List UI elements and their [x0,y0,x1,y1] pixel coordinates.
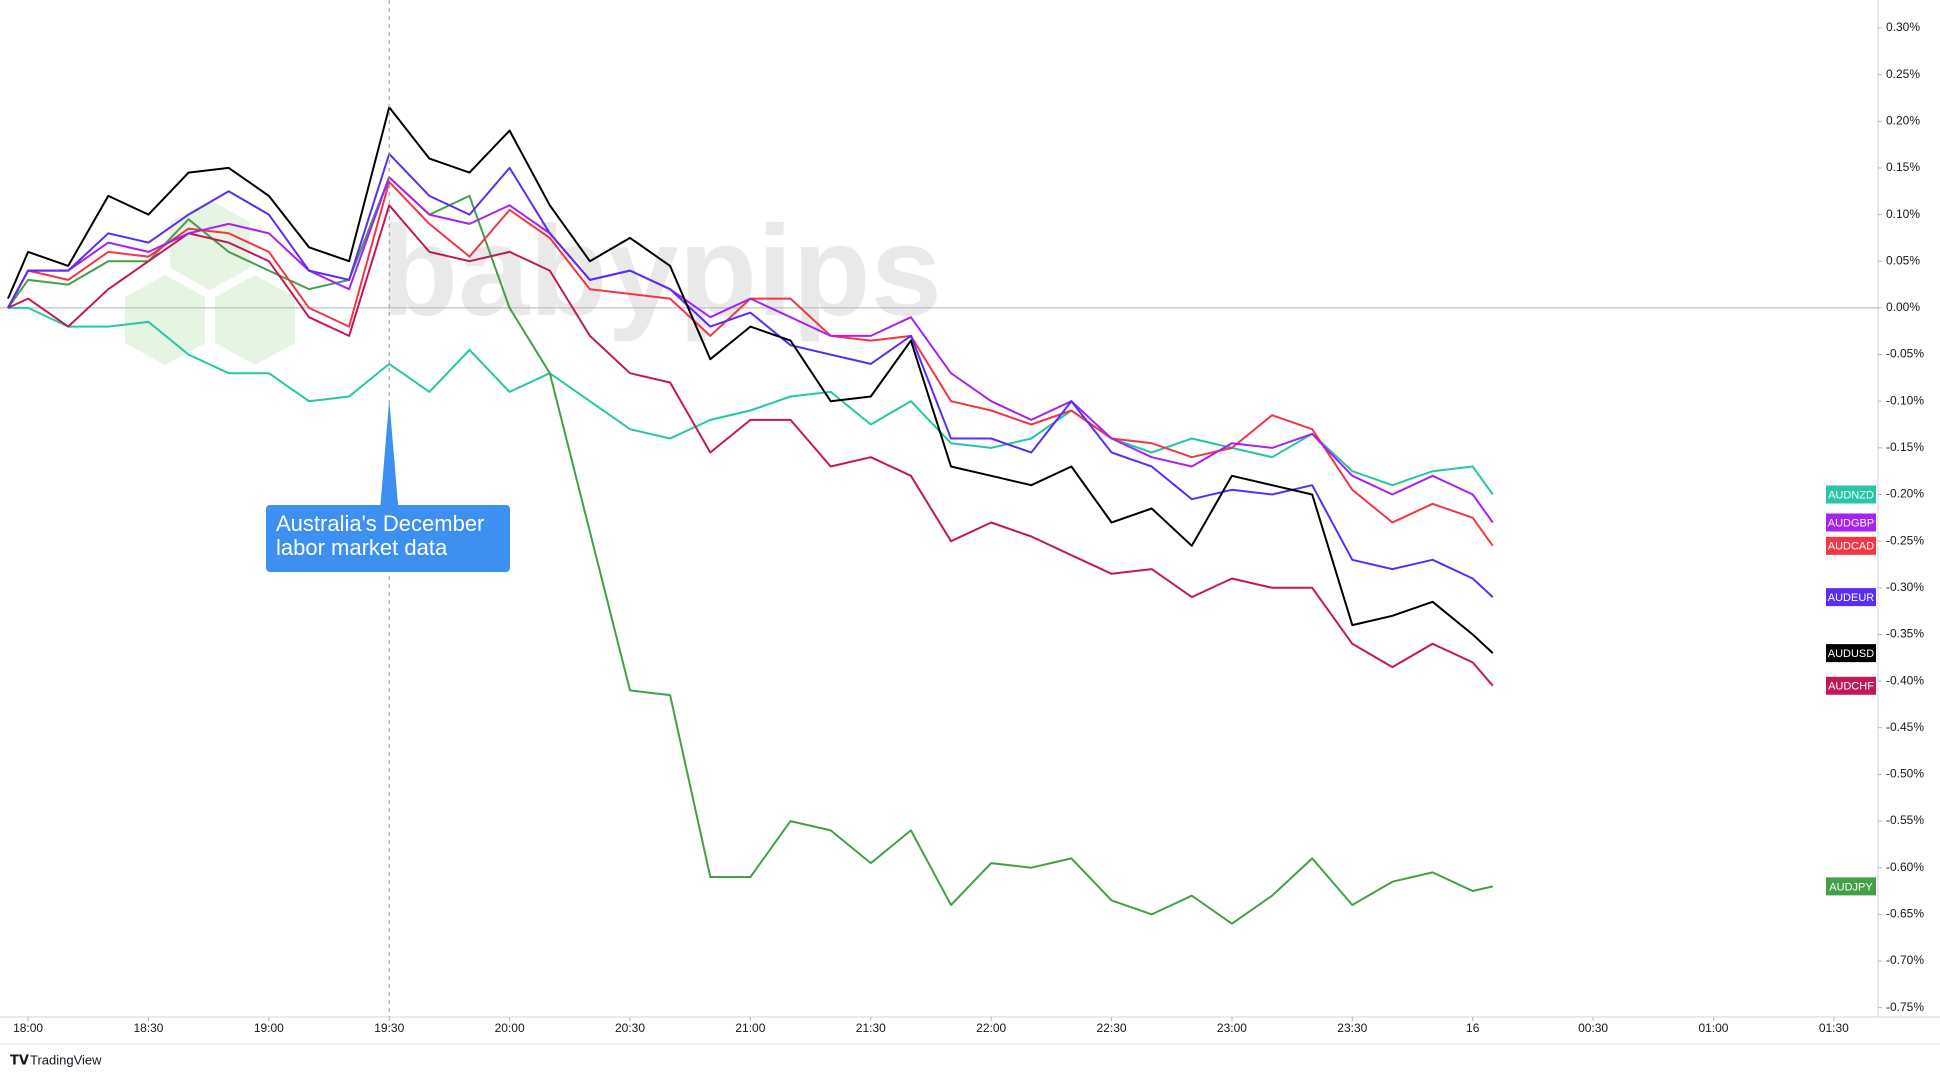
x-tick-label: 19:30 [374,1021,404,1035]
series-line [7,152,1494,598]
x-tick-label: 23:30 [1337,1021,1367,1035]
y-tick-label: -0.20% [1886,487,1924,501]
x-tick-label: 20:00 [495,1021,525,1035]
series-line [7,176,1494,925]
axes: 0.30% 0.25% 0.20% 0.15% 0.10% 0.05% 0.00% -0.05… [0,0,1940,1045]
y-tick-label: 0.30% [1886,20,1920,34]
y-tick-label: 0.25% [1886,67,1920,81]
x-tick-label: 18:00 [13,1021,43,1035]
x-tick-label: 23:00 [1217,1021,1247,1035]
x-tick-label: 19:00 [254,1021,284,1035]
y-tick-label: -0.05% [1886,347,1924,361]
watermark-logo [125,200,295,365]
callout-pointer [380,400,399,507]
x-tick-label: 18:30 [133,1021,163,1035]
x-tick-label: 22:00 [976,1021,1006,1035]
legend-tag [1826,676,1876,695]
legend: AUDNZD AUDJPY AUDCHF AUDCAD AUDGBP AUDEUR AUDU… [1826,485,1876,896]
y-tick-label: -0.45% [1886,720,1924,734]
legend-label: AUDNZD [1828,489,1874,501]
brand-logo: 𝗧𝗩 [10,1052,29,1067]
x-tick-label: 16 [1466,1021,1480,1035]
legend-tag [1826,644,1876,663]
watermark: babypips [380,200,942,343]
x-tick-label: 00:30 [1578,1021,1608,1035]
legend-label: AUDCAD [1828,541,1875,553]
x-tick-label: 21:00 [735,1021,765,1035]
x-tick-label: 01:30 [1819,1021,1849,1035]
x-tick-label: 21:30 [856,1021,886,1035]
legend-label: AUDJPY [1829,881,1873,893]
y-tick-label: -0.25% [1886,533,1924,547]
series-line [7,176,1494,524]
legend-label: AUDEUR [1828,592,1875,604]
brand: TradingView [30,1052,102,1067]
legend-label: AUDUSD [1828,648,1875,660]
x-tick-label: 22:30 [1097,1021,1127,1035]
y-tick-label: -0.60% [1886,860,1924,874]
x-tick-label: 20:30 [615,1021,645,1035]
y-tick-label: 0.15% [1886,160,1920,174]
y-tick-label: -0.15% [1886,440,1924,454]
annotation-text: labor market data [276,535,448,560]
y-tick-label: -0.50% [1886,767,1924,781]
legend-tag [1826,513,1876,532]
plot [7,106,1494,925]
y-tick-label: -0.30% [1886,580,1924,594]
y-tick-label: -0.65% [1886,907,1924,921]
legend-tag [1826,485,1876,504]
legend-tag [1826,536,1876,555]
y-tick-label: 0.20% [1886,113,1920,127]
y-tick-label: -0.35% [1886,627,1924,641]
callout-box [266,505,510,572]
y-tick-label: -0.10% [1886,393,1924,407]
legend-label: AUDGBP [1828,517,1874,529]
annotation-text: Australia's December [276,511,484,536]
legend-tag [1826,588,1876,607]
y-tick-label: 0.10% [1886,207,1920,221]
legend-label: AUDCHF [1828,681,1874,693]
y-tick-label: 0.05% [1886,253,1920,267]
y-tick-label: -0.40% [1886,673,1924,687]
series-line [7,204,1494,687]
y-tick-label: -0.70% [1886,953,1924,967]
series-line [7,106,1494,654]
series-line [8,306,1494,496]
y-tick-label: 0.00% [1886,300,1920,314]
legend-tag [1826,877,1876,896]
x-tick-label: 01:00 [1698,1021,1728,1035]
y-tick-label: -0.55% [1886,813,1924,827]
y-tick-label: -0.75% [1886,1000,1924,1014]
